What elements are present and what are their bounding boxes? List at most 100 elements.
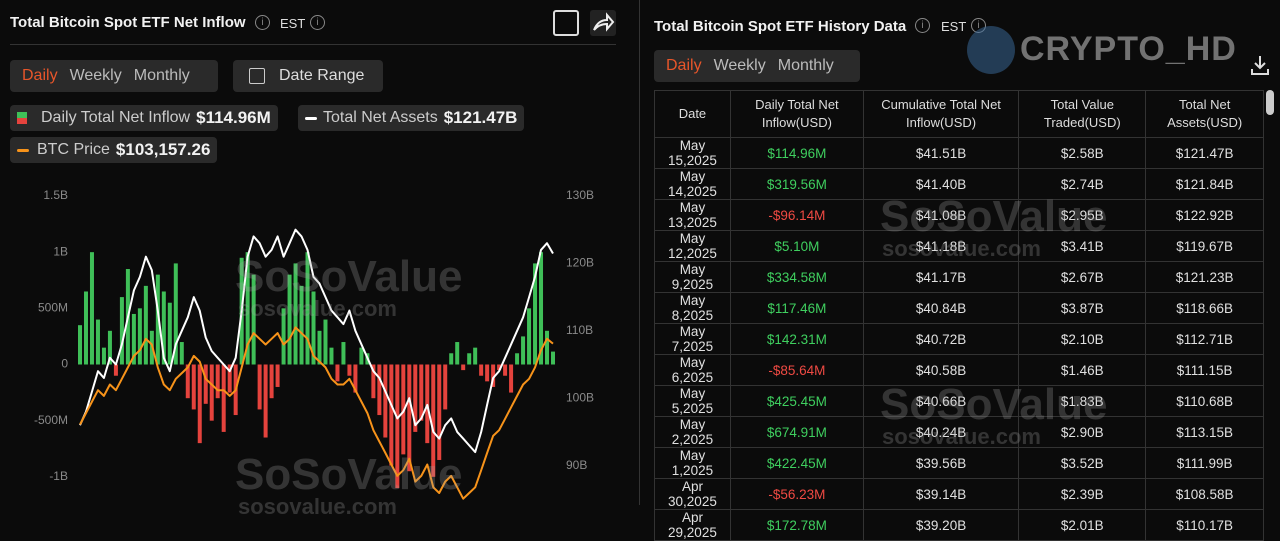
table-cell: $2.74B (1018, 168, 1147, 200)
table-cell: $121.84B (1145, 168, 1264, 200)
bar (299, 285, 304, 365)
channel-watermark: CRYPTO_HD (1020, 30, 1237, 68)
table-row: May 14,2025 $319.56M $41.40B $2.74B $121.84B (654, 168, 1264, 200)
table-title: Total Bitcoin Spot ETF History Data (654, 18, 907, 35)
bar (293, 263, 298, 365)
tab[interactable]: Monthly (133, 67, 190, 84)
bar (389, 364, 394, 466)
date-range-button[interactable]: Date Range (233, 60, 383, 92)
table-cell: $2.10B (1018, 323, 1147, 355)
table-cell: $41.17B (862, 261, 1020, 293)
y2-tick-label: 110B (566, 323, 593, 337)
legend-value: $114.96M (196, 108, 271, 127)
bar (503, 364, 508, 376)
panel-divider (639, 0, 640, 505)
table-cell: $172.78M (729, 509, 864, 541)
table-row: May 1,2025 $422.45M $39.56B $3.52B $111.99B (654, 447, 1264, 479)
bar (221, 364, 226, 432)
table-row: May 6,2025 -$85.64M $40.58B $1.46B $111.15B (654, 354, 1264, 386)
bar (515, 353, 520, 365)
legend-item: Total Net Assets $121.47B (298, 105, 525, 131)
table-cell: $142.31M (729, 323, 864, 355)
bar (161, 291, 166, 365)
table-cell: May 7,2025 (654, 323, 731, 355)
bar (329, 347, 334, 365)
bar (413, 364, 418, 432)
table-cell: $40.24B (862, 416, 1020, 448)
bar (119, 297, 124, 365)
table-cell: May 6,2025 (654, 354, 731, 386)
bar (497, 364, 502, 371)
legend-value: $103,157.26 (115, 140, 211, 159)
bar (359, 347, 364, 365)
bar (551, 351, 555, 365)
line-series (79, 228, 554, 454)
column-header: Cumulative Total Net Inflow(USD) (862, 90, 1020, 138)
table-cell: Apr 29,2025 (654, 509, 731, 541)
bar (449, 353, 454, 365)
table-row: May 9,2025 $334.58M $41.17B $2.67B $121.23B (654, 261, 1264, 293)
table-cell: $112.71B (1145, 323, 1264, 355)
y2-tick-label: 90B (566, 458, 587, 472)
watermark: SoSoValue (235, 252, 463, 301)
chart-title: Total Bitcoin Spot ETF Net Inflow (10, 14, 246, 31)
tab[interactable]: Weekly (69, 67, 122, 84)
watermark: sosovalue.com (238, 296, 397, 321)
line-series (79, 326, 554, 500)
expand-button[interactable] (553, 10, 579, 36)
button-label: Date Range (279, 67, 365, 84)
table-cell: $40.58B (862, 354, 1020, 386)
bar (437, 364, 442, 460)
bar (263, 364, 268, 438)
table-cell: May 15,2025 (654, 137, 731, 169)
bar (305, 252, 310, 365)
watermark: sosovalue.com (238, 494, 397, 519)
table-cell: $122.92B (1145, 199, 1264, 231)
bar (287, 274, 292, 365)
table-cell: $110.68B (1145, 385, 1264, 417)
info-icon[interactable]: i (255, 15, 270, 30)
period-tabs: Daily Weekly Monthly (654, 50, 860, 82)
legend-item: BTC Price $103,157.26 (10, 137, 218, 163)
bar (311, 291, 316, 365)
table-cell: $113.15B (1145, 416, 1264, 448)
y2-tick-label: 120B (566, 256, 594, 270)
bar (527, 308, 532, 365)
timezone: EST (280, 16, 306, 31)
watermark: sosovalue.com (882, 424, 1041, 449)
timezone: EST (941, 19, 967, 34)
bar (533, 263, 538, 365)
bar (323, 319, 328, 365)
table-cell: $117.46M (729, 292, 864, 324)
tab[interactable]: Daily (22, 67, 58, 84)
bar (275, 364, 280, 387)
y-tick-label: -1B (49, 469, 68, 483)
bar (167, 302, 172, 365)
table-cell: May 12,2025 (654, 230, 731, 262)
legend-label: Daily Total Net Inflow (41, 109, 191, 126)
table-row: May 5,2025 $425.45M $40.66B $1.83B $110.68B (654, 385, 1264, 417)
table-row: May 8,2025 $117.46M $40.84B $3.87B $118.66B (654, 292, 1264, 324)
tab[interactable]: Weekly (713, 57, 766, 74)
bar (491, 364, 496, 387)
bar (101, 347, 106, 365)
bar (179, 342, 184, 365)
bar (467, 353, 472, 365)
bar (89, 252, 94, 365)
bar (479, 364, 484, 376)
table-cell: $2.95B (1018, 199, 1147, 231)
bar (197, 364, 202, 444)
history-table: Date Daily Total Net Inflow(USD) Cumulativ… (654, 90, 1264, 541)
info-icon[interactable]: i (310, 15, 325, 30)
download-button[interactable] (1249, 54, 1271, 76)
table-cell: $425.45M (729, 385, 864, 417)
bar (425, 364, 430, 444)
table-cell: $121.47B (1145, 137, 1264, 169)
tab[interactable]: Daily (666, 57, 702, 74)
bar (281, 308, 286, 365)
table-cell: $319.56M (729, 168, 864, 200)
tab[interactable]: Monthly (777, 57, 834, 74)
share-button[interactable] (590, 10, 616, 36)
info-icon[interactable]: i (915, 18, 930, 33)
scrollbar[interactable] (1266, 90, 1274, 115)
